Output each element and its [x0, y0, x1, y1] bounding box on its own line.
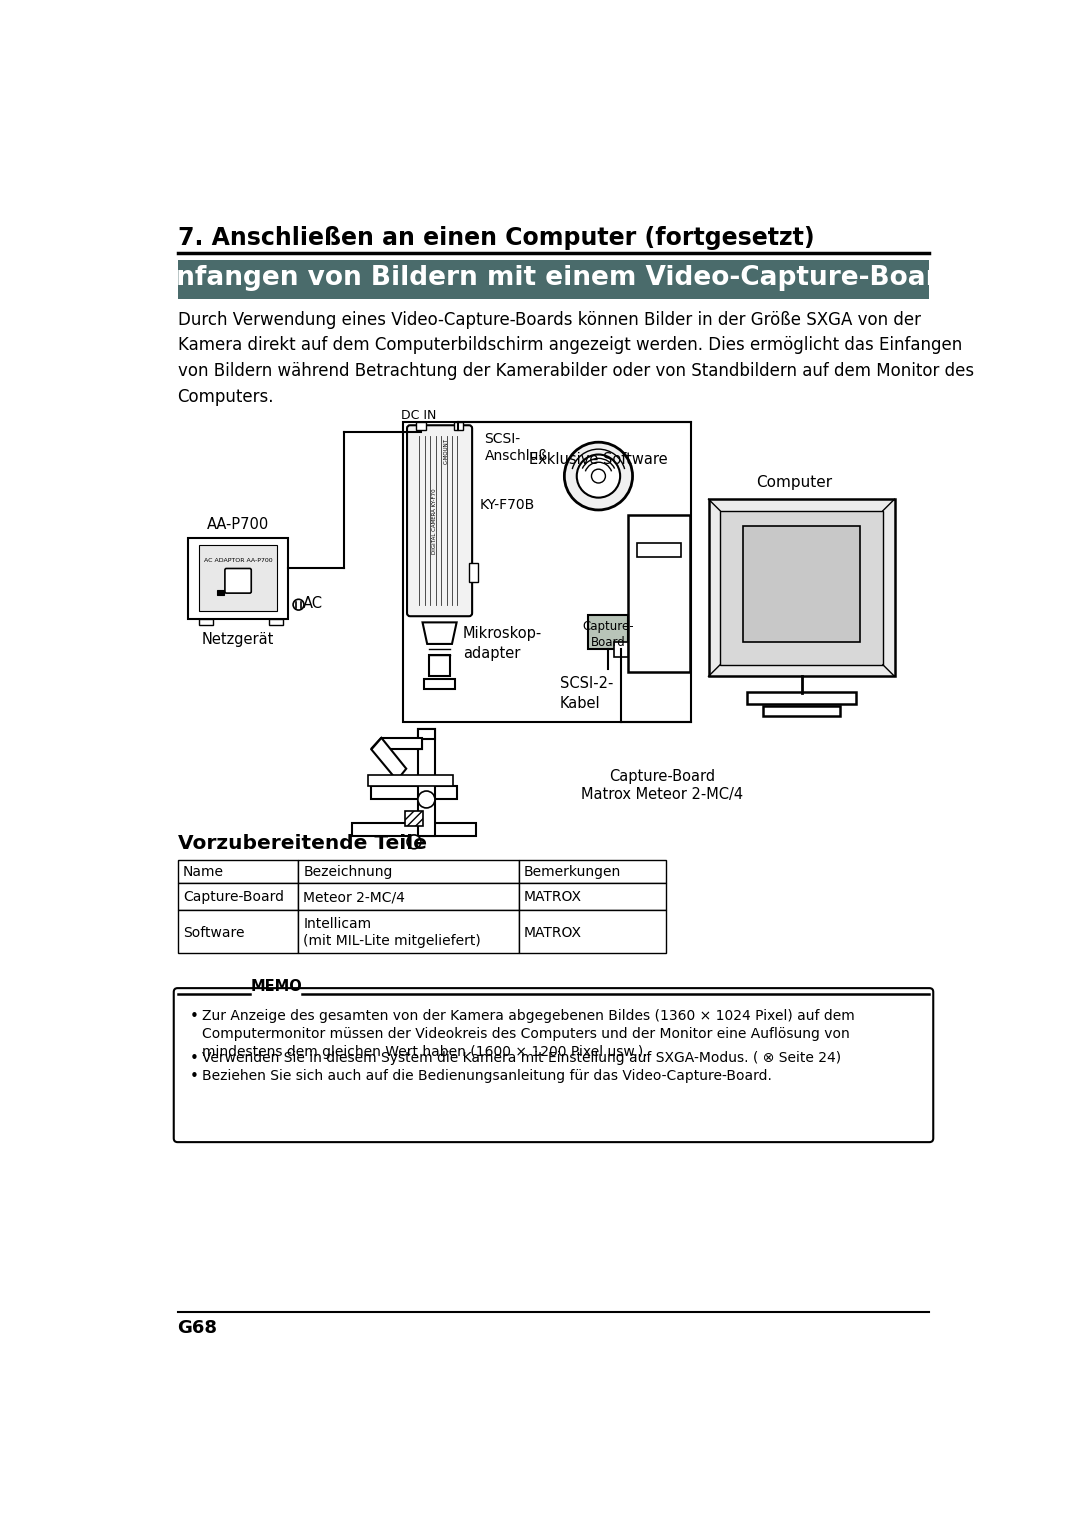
Bar — [588, 615, 627, 650]
Bar — [720, 511, 882, 665]
Bar — [429, 654, 450, 676]
FancyBboxPatch shape — [174, 988, 933, 1142]
Bar — [627, 515, 690, 673]
Bar — [424, 679, 455, 688]
Bar — [418, 729, 435, 836]
Text: Zur Anzeige des gesamten von der Kamera abgegebenen Bildes (1360 × 1024 Pixel) a: Zur Anzeige des gesamten von der Kamera … — [202, 1009, 854, 1060]
Text: AC: AC — [302, 596, 323, 610]
FancyBboxPatch shape — [407, 425, 472, 616]
Bar — [352, 823, 476, 836]
Text: SCSI-2-
Kabel: SCSI-2- Kabel — [559, 676, 613, 711]
Text: Verwenden Sie in diesem System die Kamera mit Einstellung auf SXGA-Modus. ( ⊗ Se: Verwenden Sie in diesem System die Kamer… — [202, 1052, 840, 1066]
Text: AA-P700: AA-P700 — [207, 517, 269, 532]
Bar — [177, 910, 298, 954]
Bar — [613, 642, 627, 657]
Bar — [403, 422, 691, 723]
Circle shape — [407, 835, 421, 849]
Text: Computer: Computer — [756, 476, 832, 489]
Bar — [518, 859, 666, 882]
Bar — [200, 619, 213, 625]
Text: Meteor 2-MC/4: Meteor 2-MC/4 — [303, 890, 405, 904]
Text: G68: G68 — [177, 1320, 218, 1338]
Bar — [405, 810, 423, 827]
Text: Capture-Board
Matrox Meteor 2-MC/4: Capture-Board Matrox Meteor 2-MC/4 — [581, 769, 743, 803]
Circle shape — [418, 790, 435, 807]
Bar — [743, 526, 860, 642]
Bar — [518, 882, 666, 910]
Bar — [177, 882, 298, 910]
Polygon shape — [372, 739, 406, 780]
Text: •: • — [189, 1052, 198, 1066]
Text: Bemerkungen: Bemerkungen — [524, 865, 621, 879]
Text: Vorzubereitende Teile: Vorzubereitende Teile — [177, 835, 427, 853]
Text: Bezeichnung: Bezeichnung — [303, 865, 392, 879]
Text: SCSI-
Anschluß: SCSI- Anschluß — [485, 433, 548, 463]
Text: Einfangen von Bildern mit einem Video-Capture-Board: Einfangen von Bildern mit einem Video-Ca… — [149, 265, 958, 291]
Bar — [747, 691, 855, 703]
Text: Intellicam
(mit MIL-Lite mitgeliefert): Intellicam (mit MIL-Lite mitgeliefert) — [303, 917, 481, 948]
Text: Name: Name — [183, 865, 224, 879]
Bar — [269, 619, 283, 625]
Circle shape — [592, 469, 606, 483]
Text: DIGITAL CAMERA KY-F70: DIGITAL CAMERA KY-F70 — [432, 488, 437, 553]
Text: •: • — [189, 1009, 198, 1024]
Bar — [416, 422, 426, 430]
Circle shape — [565, 442, 633, 511]
Polygon shape — [372, 739, 422, 749]
Bar — [469, 563, 478, 583]
Bar — [217, 590, 225, 595]
Text: MEMO: MEMO — [251, 979, 302, 994]
Text: Capture-
Board: Capture- Board — [582, 621, 634, 650]
Circle shape — [577, 454, 620, 497]
Text: MATROX: MATROX — [524, 890, 582, 904]
Bar — [708, 498, 894, 676]
Bar — [298, 910, 518, 954]
Text: Capture-Board: Capture-Board — [183, 890, 284, 904]
Bar — [177, 859, 298, 882]
Bar — [372, 786, 457, 800]
Text: Beziehen Sie sich auch auf die Bedienungsanleitung für das Video-Capture-Board.: Beziehen Sie sich auch auf die Bedienung… — [202, 1069, 771, 1083]
Bar — [367, 775, 453, 786]
FancyBboxPatch shape — [225, 569, 252, 593]
Text: •: • — [189, 1069, 198, 1084]
Bar — [188, 538, 288, 619]
Bar — [762, 705, 840, 716]
Bar — [518, 910, 666, 954]
Text: AC ADAPTOR AA-P700: AC ADAPTOR AA-P700 — [204, 558, 272, 563]
Bar — [454, 422, 463, 430]
Bar — [177, 260, 930, 300]
Bar — [298, 882, 518, 910]
Text: Durch Verwendung eines Video-Capture-Boards können Bilder in der Größe SXGA von : Durch Verwendung eines Video-Capture-Boa… — [177, 310, 974, 405]
Text: KY-F70B: KY-F70B — [480, 497, 535, 512]
Polygon shape — [422, 622, 457, 644]
Text: Software: Software — [183, 925, 244, 940]
Bar — [200, 546, 276, 610]
Text: MATROX: MATROX — [524, 925, 582, 940]
Text: Mikroskop-
adapter: Mikroskop- adapter — [463, 627, 542, 661]
Circle shape — [293, 599, 303, 610]
Polygon shape — [418, 729, 435, 749]
Text: Exklusive Software: Exklusive Software — [529, 453, 667, 466]
Text: Netzgerät: Netzgerät — [202, 633, 274, 647]
Bar — [637, 543, 680, 557]
Bar — [298, 859, 518, 882]
Text: 7. Anschließen an einen Computer (fortgesetzt): 7. Anschließen an einen Computer (fortge… — [177, 226, 814, 249]
Text: DC IN: DC IN — [401, 410, 436, 422]
Text: C-MOUNT: C-MOUNT — [443, 439, 448, 465]
